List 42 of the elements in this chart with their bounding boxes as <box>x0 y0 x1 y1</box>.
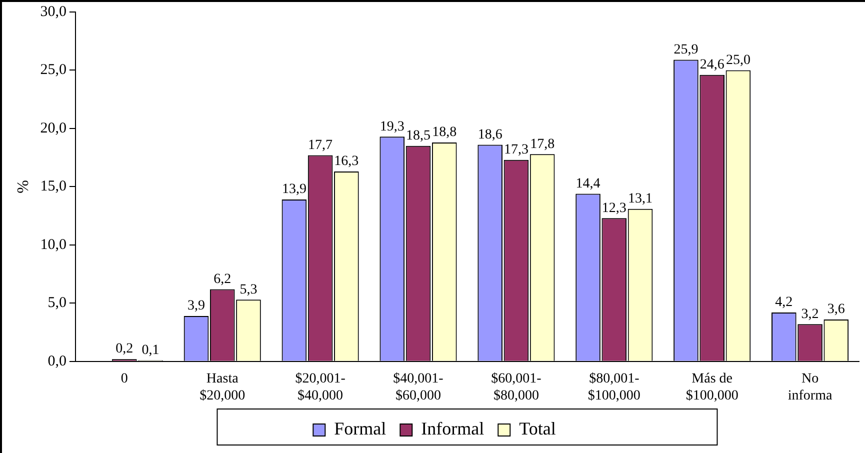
data-label: 18,8 <box>432 125 457 140</box>
x-tick-label: 0 <box>120 371 128 386</box>
y-tick-label: 20,0 <box>40 120 66 136</box>
data-label: 3,9 <box>187 298 205 314</box>
data-label: 13,9 <box>282 182 306 198</box>
data-label: 18,5 <box>406 128 431 144</box>
legend-label: Formal <box>334 418 386 439</box>
data-label: 4,2 <box>775 295 793 310</box>
legend-label: Total <box>519 418 556 439</box>
data-label: 13,1 <box>628 192 653 206</box>
data-label: 17,8 <box>530 136 555 152</box>
x-tick-label: Más de $100,000 <box>686 371 738 404</box>
x-tick-label: $20,001-$40,000 <box>295 371 346 404</box>
data-label: 14,4 <box>576 176 600 192</box>
y-tick-label: 15,0 <box>40 178 66 195</box>
data-label: 3,6 <box>827 302 845 318</box>
data-label: 17,7 <box>308 138 333 153</box>
y-tick-label: 30,0 <box>40 4 66 20</box>
data-label: 25,0 <box>726 52 750 68</box>
data-label: 17,3 <box>504 142 528 158</box>
y-tick-label: 0,0 <box>48 353 66 370</box>
data-label: 12,3 <box>602 200 626 216</box>
y-axis-title: % <box>14 180 32 194</box>
x-tick-label: $60,001-$80,000 <box>491 371 542 404</box>
y-tick-label: 10,0 <box>40 236 66 253</box>
data-label: 25,9 <box>674 42 698 58</box>
data-label: 16,3 <box>334 154 359 170</box>
x-tick-label: Hasta $20,000 <box>200 371 246 404</box>
data-label: 0,1 <box>142 342 160 358</box>
x-tick-label: $40,001-$60,000 <box>393 371 444 404</box>
y-tick-label: 25,0 <box>40 62 66 78</box>
data-label: 6,2 <box>214 272 232 287</box>
data-label: 5,3 <box>240 282 258 298</box>
data-label: 3,2 <box>801 306 819 322</box>
data-label: 19,3 <box>380 119 404 134</box>
data-label: 18,6 <box>478 127 502 142</box>
x-tick-label: $80,001-$100,000 <box>588 371 640 404</box>
data-label: 0,2 <box>116 342 134 357</box>
legend-label: Informal <box>421 418 484 439</box>
x-tick-label: No informa <box>788 371 833 404</box>
y-tick-label: 5,0 <box>48 295 66 312</box>
data-label: 24,6 <box>700 58 724 73</box>
